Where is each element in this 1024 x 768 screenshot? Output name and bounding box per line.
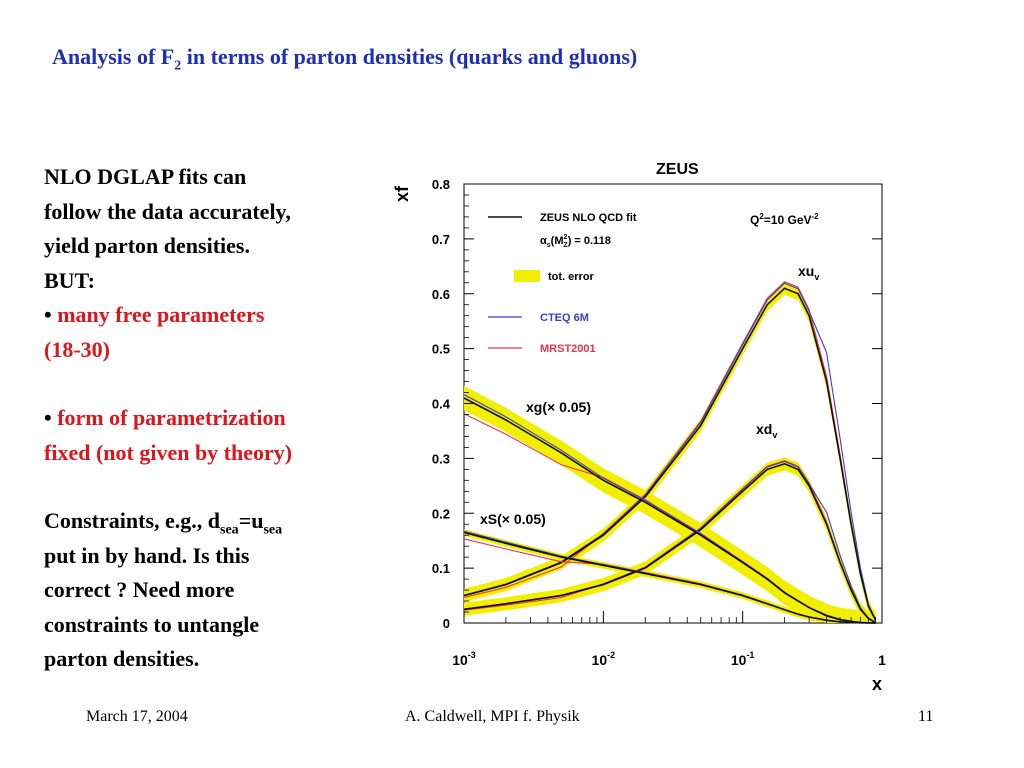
legend-cteq-label: CTEQ 6M xyxy=(540,312,589,324)
band-xs xyxy=(464,529,876,623)
label-xg: xg(× 0.05) xyxy=(526,399,591,415)
title-subscript: 2 xyxy=(174,58,182,74)
zeus-curve-xuv xyxy=(463,287,877,621)
constraints-line-5: parton densities. xyxy=(44,646,200,671)
y-tick-label-7: 0.7 xyxy=(432,232,450,247)
y-tick-label-8: 0.8 xyxy=(432,177,450,192)
label-xuv: xuv xyxy=(798,263,819,282)
left-text-column: NLO DGLAP fits can follow the data accur… xyxy=(44,160,389,677)
y-tick-label-1: 0.1 xyxy=(432,561,450,576)
legend-band-label: tot. error xyxy=(548,271,595,283)
title-main: Analysis of F xyxy=(52,44,175,69)
text-line-4: BUT: xyxy=(44,267,95,293)
curve-labels: xuv xdv xg(× 0.05) xS(× 0.05) xyxy=(480,263,819,527)
band-xuv xyxy=(464,281,876,623)
text-line-2: follow the data accurately, xyxy=(44,198,291,224)
fit-curves xyxy=(463,280,877,624)
bullet-1-text: many free parameters xyxy=(57,302,265,327)
text-line-3: yield parton densities. xyxy=(44,233,250,258)
label-xs: xS(× 0.05) xyxy=(480,511,546,527)
bullet-2: • form of parametrization xyxy=(44,405,286,430)
label-xdv: xdv xyxy=(756,421,777,440)
legend-alpha-label: αs(M2 Z) = 0.118 xyxy=(540,234,611,249)
y-tick-label-2: 0.2 xyxy=(432,506,450,521)
bullet-2-text: form of parametrization xyxy=(57,405,286,430)
y-tick-label-3: 0.3 xyxy=(432,451,450,466)
bullet-1-cont: (18-30) xyxy=(44,336,110,362)
x-tick-label-0: 10-3 xyxy=(452,650,476,668)
y-tick-label-4: 0.4 xyxy=(432,397,451,412)
legend: ZEUS NLO QCD fit αs(M2 Z) = 0.118 tot. er… xyxy=(488,212,637,355)
text-line-1: NLO DGLAP fits can xyxy=(44,164,247,189)
legend-zeus-label: ZEUS NLO QCD fit xyxy=(540,212,637,224)
footer-date: March 17, 2004 xyxy=(86,708,188,725)
axes: 0 0.1 0.2 0.3 0.4 0.5 0.6 0.7 0.8 10-3 10-2 10-1 1 xyxy=(432,177,886,668)
y-axis-label: xf xyxy=(392,185,412,202)
footer-page-number: 11 xyxy=(918,708,934,725)
q2-label: Q2=10 GeV-2 xyxy=(750,212,819,227)
zeus-curve-xg xyxy=(463,397,876,624)
bullet-2-cont: fixed (not given by theory) xyxy=(44,439,293,465)
bullet-1: • many free parameters xyxy=(44,302,265,327)
legend-mrst-label: MRST2001 xyxy=(540,343,596,355)
constraints-line-2: put in by hand. Is this xyxy=(44,542,250,568)
y-tick-label-6: 0.6 xyxy=(432,287,450,302)
legend-band-swatch xyxy=(514,270,540,282)
zeus-curve-xs xyxy=(463,531,876,624)
x-tick-label-2: 10-1 xyxy=(731,650,755,668)
chart-title: ZEUS xyxy=(656,161,699,178)
constraints-line-3: correct ? Need more xyxy=(44,577,235,602)
cteq-curve-xuv xyxy=(463,282,877,621)
band-xdv xyxy=(464,457,876,623)
title-rest: in terms of parton densities (quarks and… xyxy=(181,44,638,69)
constraints-line-1: Constraints, e.g., dsea=usea xyxy=(44,508,283,538)
constraints-line-4: constraints to untangle xyxy=(44,611,260,637)
x-tick-label-3: 1 xyxy=(878,652,886,668)
x-tick-label-1: 10-2 xyxy=(592,650,616,668)
y-tick-label-0: 0 xyxy=(443,616,450,631)
footer-author: A. Caldwell, MPI f. Physik xyxy=(405,708,580,725)
y-tick-label-5: 0.5 xyxy=(432,342,450,357)
slide-title: Analysis of F2 in terms of parton densit… xyxy=(52,44,637,74)
parton-density-chart: 0 0.1 0.2 0.3 0.4 0.5 0.6 0.7 0.8 10-3 10-2 10-1 1 Z… xyxy=(392,161,886,694)
error-bands xyxy=(464,281,876,623)
band-xg xyxy=(464,385,876,623)
x-axis-label: x xyxy=(872,674,882,694)
zeus-curve-xdv xyxy=(463,463,876,624)
